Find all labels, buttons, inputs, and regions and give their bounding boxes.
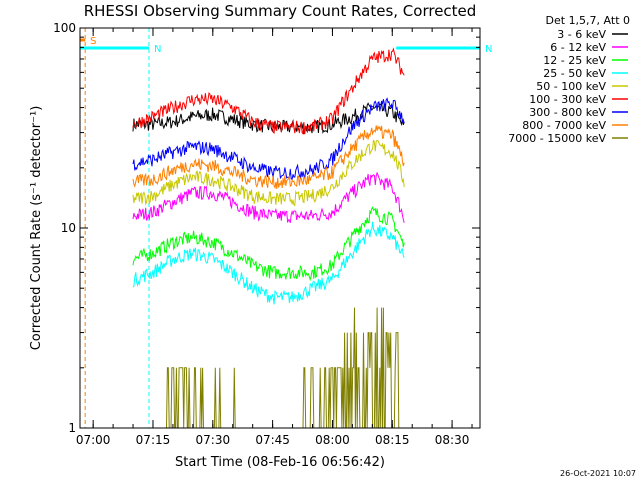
legend-label: 100 - 300 keV (529, 93, 606, 106)
x-tick-label: 08:15 (375, 433, 410, 447)
flag-label: N (154, 44, 161, 55)
chart-title: RHESSI Observing Summary Count Rates, Co… (83, 2, 477, 20)
x-tick-label: 07:15 (136, 433, 171, 447)
legend-label: 3 - 6 keV (557, 28, 606, 41)
legend-label: 6 - 12 keV (550, 41, 606, 54)
x-tick-label: 07:30 (196, 433, 231, 447)
y-tick-label: 100 (53, 21, 76, 35)
x-axis-label: Start Time (08-Feb-16 06:56:42) (175, 455, 385, 470)
plot-frame (79, 27, 481, 429)
legend-label: 50 - 100 keV (536, 80, 606, 93)
series-lines (132, 47, 405, 429)
series-line (132, 139, 405, 207)
series-line (132, 47, 405, 135)
series-line (132, 101, 405, 134)
series-line (132, 206, 405, 282)
flag-bars: SN N (80, 28, 492, 428)
flag-label: S (90, 36, 96, 47)
y-axis-ticks: 1 10 100 (53, 21, 480, 435)
series-line (132, 171, 405, 223)
series-line (132, 124, 405, 190)
y-axis-label: Corrected Count Rate (s⁻¹ detector⁻¹) (29, 106, 44, 351)
y-tick-label: 10 (61, 221, 76, 235)
x-tick-label: 07:00 (76, 433, 111, 447)
x-tick-label: 07:45 (255, 433, 290, 447)
y-tick-label: 1 (68, 421, 76, 435)
legend-label: 300 - 800 keV (529, 106, 606, 119)
legend-title: Det 1,5,7, Att 0 (546, 14, 630, 27)
x-tick-label: 08:30 (435, 433, 470, 447)
flag-label: N (485, 44, 492, 55)
timestamp-footer: 26-Oct-2021 10:07 (560, 469, 636, 478)
legend-label: 12 - 25 keV (543, 54, 606, 67)
x-tick-label: 08:00 (315, 433, 350, 447)
series-line (133, 307, 405, 429)
series-line (132, 97, 405, 181)
x-axis-ticks: 07:00 07:15 07:30 07:45 08:00 08:15 08:30 (76, 28, 473, 447)
series-line (132, 221, 405, 305)
legend-label: 7000 - 15000 keV (508, 132, 606, 145)
legend-label: 25 - 50 keV (543, 67, 606, 80)
legend-label: 800 - 7000 keV (522, 119, 606, 132)
